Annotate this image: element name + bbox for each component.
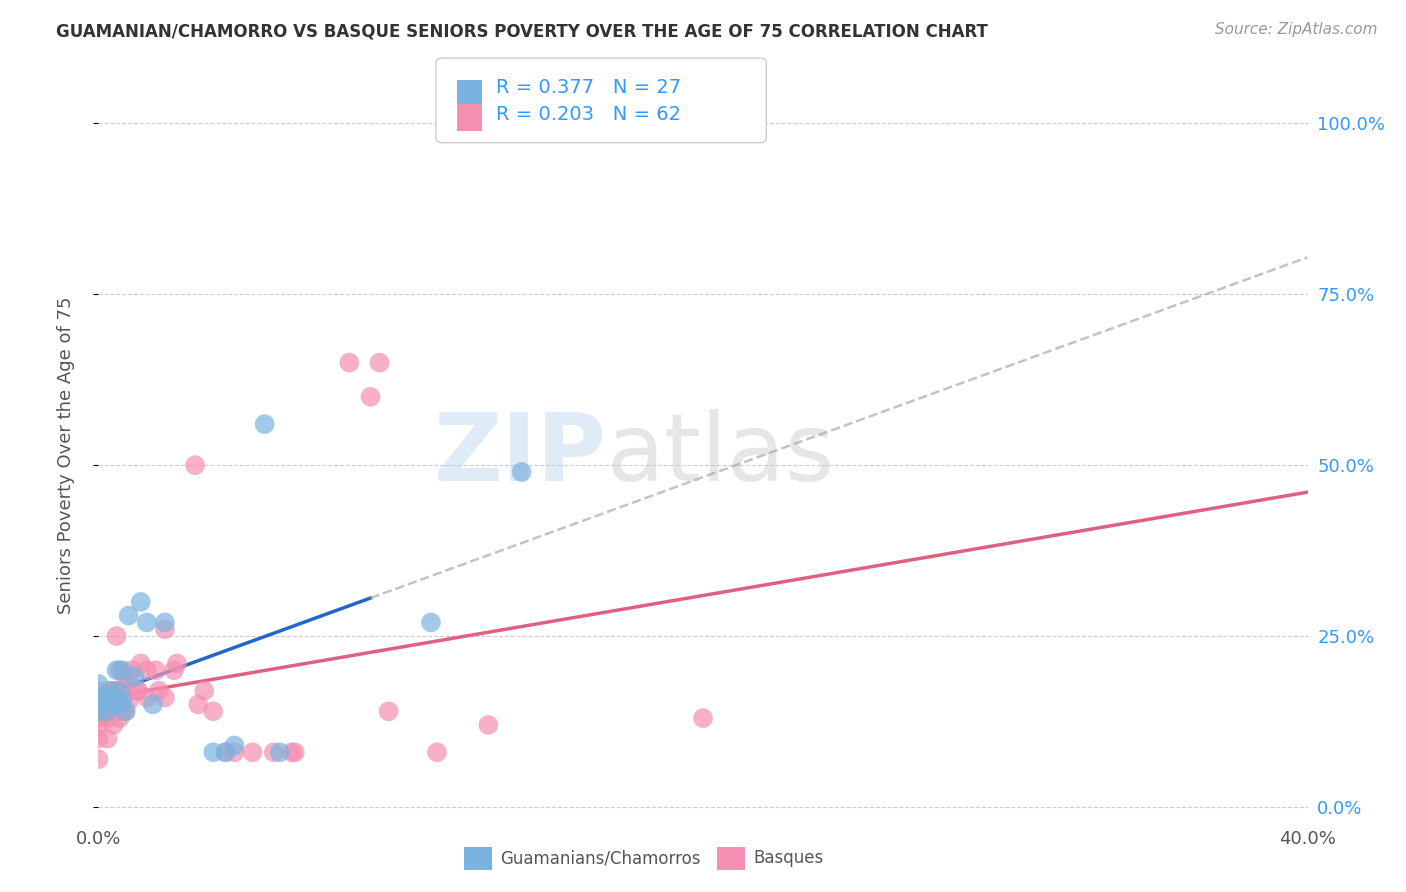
Point bbox=[114, 704, 136, 718]
Point bbox=[103, 690, 125, 705]
Point bbox=[127, 683, 149, 698]
Point bbox=[93, 690, 115, 705]
Point bbox=[108, 711, 131, 725]
Point bbox=[100, 683, 122, 698]
Point bbox=[477, 718, 499, 732]
Point bbox=[111, 704, 134, 718]
Point bbox=[153, 690, 176, 705]
Point bbox=[100, 683, 122, 698]
Point bbox=[100, 704, 122, 718]
Point bbox=[87, 704, 110, 718]
Point bbox=[281, 745, 304, 759]
Point bbox=[105, 663, 128, 677]
Point bbox=[692, 711, 714, 725]
Point bbox=[118, 694, 141, 708]
Point bbox=[96, 704, 118, 718]
Point bbox=[153, 622, 176, 636]
Point bbox=[93, 704, 115, 718]
Point bbox=[214, 745, 236, 759]
Point bbox=[118, 608, 141, 623]
Point bbox=[90, 698, 112, 712]
Point bbox=[129, 595, 152, 609]
Point bbox=[127, 683, 149, 698]
Point bbox=[111, 663, 134, 677]
Point bbox=[193, 683, 215, 698]
Point bbox=[202, 745, 225, 759]
Point bbox=[118, 670, 141, 684]
Point bbox=[420, 615, 443, 630]
Point bbox=[87, 698, 110, 712]
Point bbox=[87, 677, 110, 691]
Point bbox=[87, 718, 110, 732]
Point bbox=[103, 683, 125, 698]
Point bbox=[108, 683, 131, 698]
Point bbox=[377, 704, 399, 718]
Point bbox=[105, 629, 128, 643]
Point bbox=[87, 711, 110, 725]
Text: Guamanians/Chamorros: Guamanians/Chamorros bbox=[501, 849, 702, 867]
Point bbox=[187, 698, 209, 712]
Point bbox=[368, 356, 391, 370]
Point bbox=[96, 690, 118, 705]
Point bbox=[108, 663, 131, 677]
Point bbox=[135, 615, 157, 630]
Text: R = 0.377   N = 27: R = 0.377 N = 27 bbox=[496, 78, 682, 97]
Point bbox=[87, 690, 110, 705]
Point bbox=[337, 356, 360, 370]
Point bbox=[111, 698, 134, 712]
Point bbox=[135, 690, 157, 705]
Point bbox=[124, 670, 146, 684]
Point bbox=[284, 745, 307, 759]
Point bbox=[87, 731, 110, 746]
Point bbox=[153, 615, 176, 630]
Point bbox=[148, 683, 170, 698]
Point bbox=[103, 698, 125, 712]
Point bbox=[96, 711, 118, 725]
Point bbox=[224, 739, 246, 753]
Point bbox=[108, 698, 131, 712]
Y-axis label: Seniors Poverty Over the Age of 75: Seniors Poverty Over the Age of 75 bbox=[56, 296, 75, 614]
Point bbox=[103, 704, 125, 718]
Point bbox=[114, 677, 136, 691]
Point bbox=[121, 663, 143, 677]
Point bbox=[145, 663, 167, 677]
Point bbox=[87, 752, 110, 766]
Point bbox=[426, 745, 449, 759]
Point bbox=[163, 663, 186, 677]
Point bbox=[263, 745, 285, 759]
Point bbox=[360, 390, 382, 404]
Point bbox=[96, 731, 118, 746]
Point bbox=[184, 458, 207, 472]
Point bbox=[242, 745, 264, 759]
Point bbox=[105, 683, 128, 698]
Text: R = 0.203   N = 62: R = 0.203 N = 62 bbox=[496, 105, 682, 124]
Point bbox=[129, 657, 152, 671]
Point bbox=[253, 417, 276, 432]
Point bbox=[105, 698, 128, 712]
Point bbox=[135, 663, 157, 677]
Point bbox=[111, 694, 134, 708]
Point bbox=[202, 704, 225, 718]
Point bbox=[105, 704, 128, 718]
Point bbox=[87, 683, 110, 698]
Text: atlas: atlas bbox=[606, 409, 835, 501]
Point bbox=[103, 718, 125, 732]
Point bbox=[87, 690, 110, 705]
Point bbox=[166, 657, 188, 671]
Text: Source: ZipAtlas.com: Source: ZipAtlas.com bbox=[1215, 22, 1378, 37]
Point bbox=[114, 704, 136, 718]
Point bbox=[87, 704, 110, 718]
Point bbox=[96, 704, 118, 718]
Point bbox=[142, 698, 165, 712]
Point bbox=[108, 690, 131, 705]
Point bbox=[214, 745, 236, 759]
Point bbox=[224, 745, 246, 759]
Text: Basques: Basques bbox=[754, 849, 824, 867]
Point bbox=[269, 745, 291, 759]
Point bbox=[100, 694, 122, 708]
Text: GUAMANIAN/CHAMORRO VS BASQUE SENIORS POVERTY OVER THE AGE OF 75 CORRELATION CHAR: GUAMANIAN/CHAMORRO VS BASQUE SENIORS POV… bbox=[56, 22, 988, 40]
Text: ZIP: ZIP bbox=[433, 409, 606, 501]
Point bbox=[510, 465, 533, 479]
